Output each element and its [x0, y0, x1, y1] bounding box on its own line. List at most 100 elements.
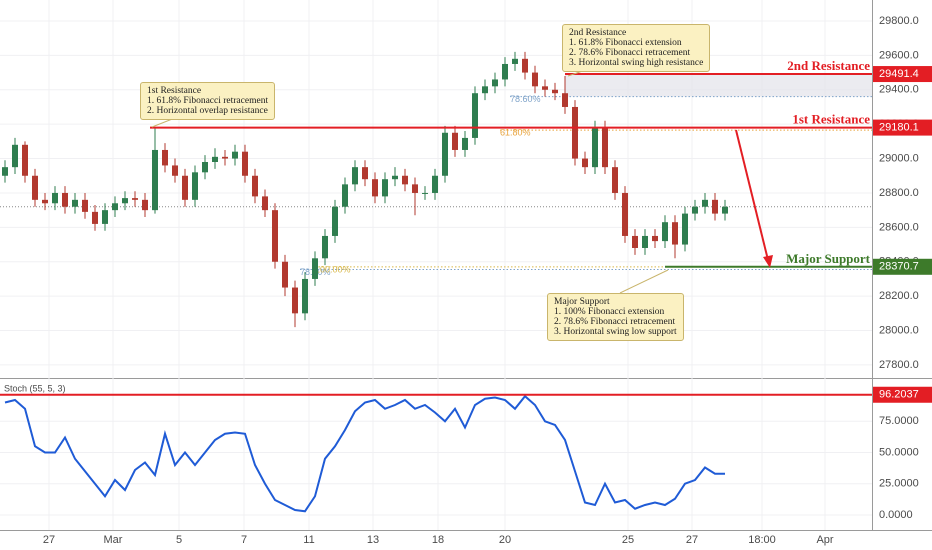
- candle-body: [622, 192, 628, 236]
- candle-body: [282, 261, 288, 288]
- candle-body: [412, 184, 418, 193]
- candle-body: [382, 179, 388, 197]
- candle-body: [632, 235, 638, 248]
- candle-body: [132, 198, 138, 200]
- candle-body: [682, 213, 688, 245]
- y-tick-label: 25.0000: [879, 478, 919, 490]
- candle-body: [482, 86, 488, 94]
- candle-body: [652, 235, 658, 242]
- candle-body: [552, 89, 558, 94]
- candle-body: [42, 199, 48, 204]
- candle-body: [62, 192, 68, 207]
- candle-body: [462, 137, 468, 150]
- candle-body: [532, 72, 538, 87]
- candle-body: [292, 287, 298, 314]
- candle-body: [542, 86, 548, 90]
- level-name: Major Support: [786, 251, 871, 266]
- candle-body: [172, 165, 178, 176]
- callout-line: 1. 61.8% Fibonacci retracement: [147, 96, 269, 106]
- y-tick-label: 50.0000: [879, 446, 919, 458]
- callout-line: 2. 78.6% Fibonacci retracement: [569, 48, 691, 58]
- y-tick-label: 29600.0: [879, 49, 919, 61]
- x-tick-label: 18: [432, 534, 444, 546]
- candle-body: [392, 175, 398, 180]
- candle-body: [182, 175, 188, 200]
- callout-line: 3. Horizontal swing high resistance: [569, 58, 704, 68]
- candle-body: [52, 192, 58, 204]
- candle-body: [702, 199, 708, 207]
- level-price-box: [873, 66, 932, 83]
- y-tick-label: 0.0000: [879, 509, 913, 521]
- candle-body: [152, 149, 158, 211]
- level-price-label: 29491.4: [879, 68, 919, 80]
- candle-body: [362, 167, 368, 180]
- candle-body: [92, 211, 98, 224]
- callout-title: Major Support: [554, 297, 610, 307]
- candle-body: [592, 127, 598, 168]
- x-tick-label: 13: [367, 534, 379, 546]
- y-tick-label: 29800.0: [879, 15, 919, 27]
- candle-body: [352, 167, 358, 185]
- arrow-shaft: [735, 129, 769, 261]
- candle-body: [232, 151, 238, 159]
- callout-line: 1. 61.8% Fibonacci extension: [569, 38, 682, 48]
- callout-line: 2. Horizontal overlap resistance: [147, 106, 268, 116]
- callout-title: 2nd Resistance: [569, 28, 627, 38]
- y-tick-label: 29000.0: [879, 152, 919, 164]
- candle-body: [162, 149, 168, 166]
- candle-body: [602, 127, 608, 168]
- candle-body: [712, 199, 718, 214]
- candle-body: [512, 58, 518, 64]
- fib-label: 61.80%: [500, 128, 531, 138]
- level-price-box: [873, 258, 932, 275]
- x-tick-label: 25: [622, 534, 634, 546]
- x-tick-label: 18:00: [748, 534, 776, 546]
- y-tick-label: 28000.0: [879, 324, 919, 336]
- x-tick-label: 27: [43, 534, 55, 546]
- y-tick-label: 29400.0: [879, 84, 919, 96]
- candle-body: [102, 210, 108, 224]
- candle-body: [192, 172, 198, 200]
- candle-body: [722, 206, 728, 214]
- callout: 2nd Resistance 1. 61.8% Fibonacci extens…: [562, 24, 711, 72]
- y-tick-label: 28800.0: [879, 187, 919, 199]
- y-tick-label: 28200.0: [879, 290, 919, 302]
- level-name: 2nd Resistance: [787, 58, 870, 73]
- x-tick-label: 20: [499, 534, 511, 546]
- candle-body: [302, 278, 308, 314]
- callout: Major Support 1. 100% Fibonacci extensio…: [547, 293, 684, 341]
- candle-body: [112, 203, 118, 211]
- candle-body: [472, 93, 478, 138]
- x-tick-label: Apr: [816, 534, 833, 546]
- candle-body: [442, 132, 448, 176]
- candle-body: [322, 235, 328, 259]
- candle-body: [642, 235, 648, 248]
- candle-body: [1, 167, 8, 176]
- candle-body: [212, 156, 218, 162]
- candle-body: [12, 144, 18, 168]
- candle-body: [402, 175, 408, 185]
- level-price-label: 29180.1: [879, 121, 919, 133]
- candle-body: [572, 106, 578, 159]
- y-tick-label: 28600.0: [879, 221, 919, 233]
- fib-label: 100.00%: [315, 264, 351, 274]
- resistance-zone: [565, 74, 872, 97]
- x-tick-label: 27: [686, 534, 698, 546]
- candle-body: [492, 79, 498, 87]
- candle-body: [672, 222, 678, 245]
- callout-title: 1st Resistance: [147, 86, 202, 96]
- level-price-label: 28370.7: [879, 261, 919, 273]
- candle-body: [142, 199, 148, 211]
- candle-body: [32, 175, 38, 200]
- callout: 1st Resistance 1. 61.8% Fibonacci retrac…: [140, 82, 276, 120]
- stoch-line: [4, 394, 725, 513]
- candle-body: [452, 132, 458, 150]
- candle-body: [612, 167, 618, 193]
- candle-body: [312, 258, 318, 279]
- stoch-level-label: 96.2037: [879, 389, 919, 401]
- candle-body: [252, 175, 258, 197]
- x-tick-label: Mar: [104, 534, 123, 546]
